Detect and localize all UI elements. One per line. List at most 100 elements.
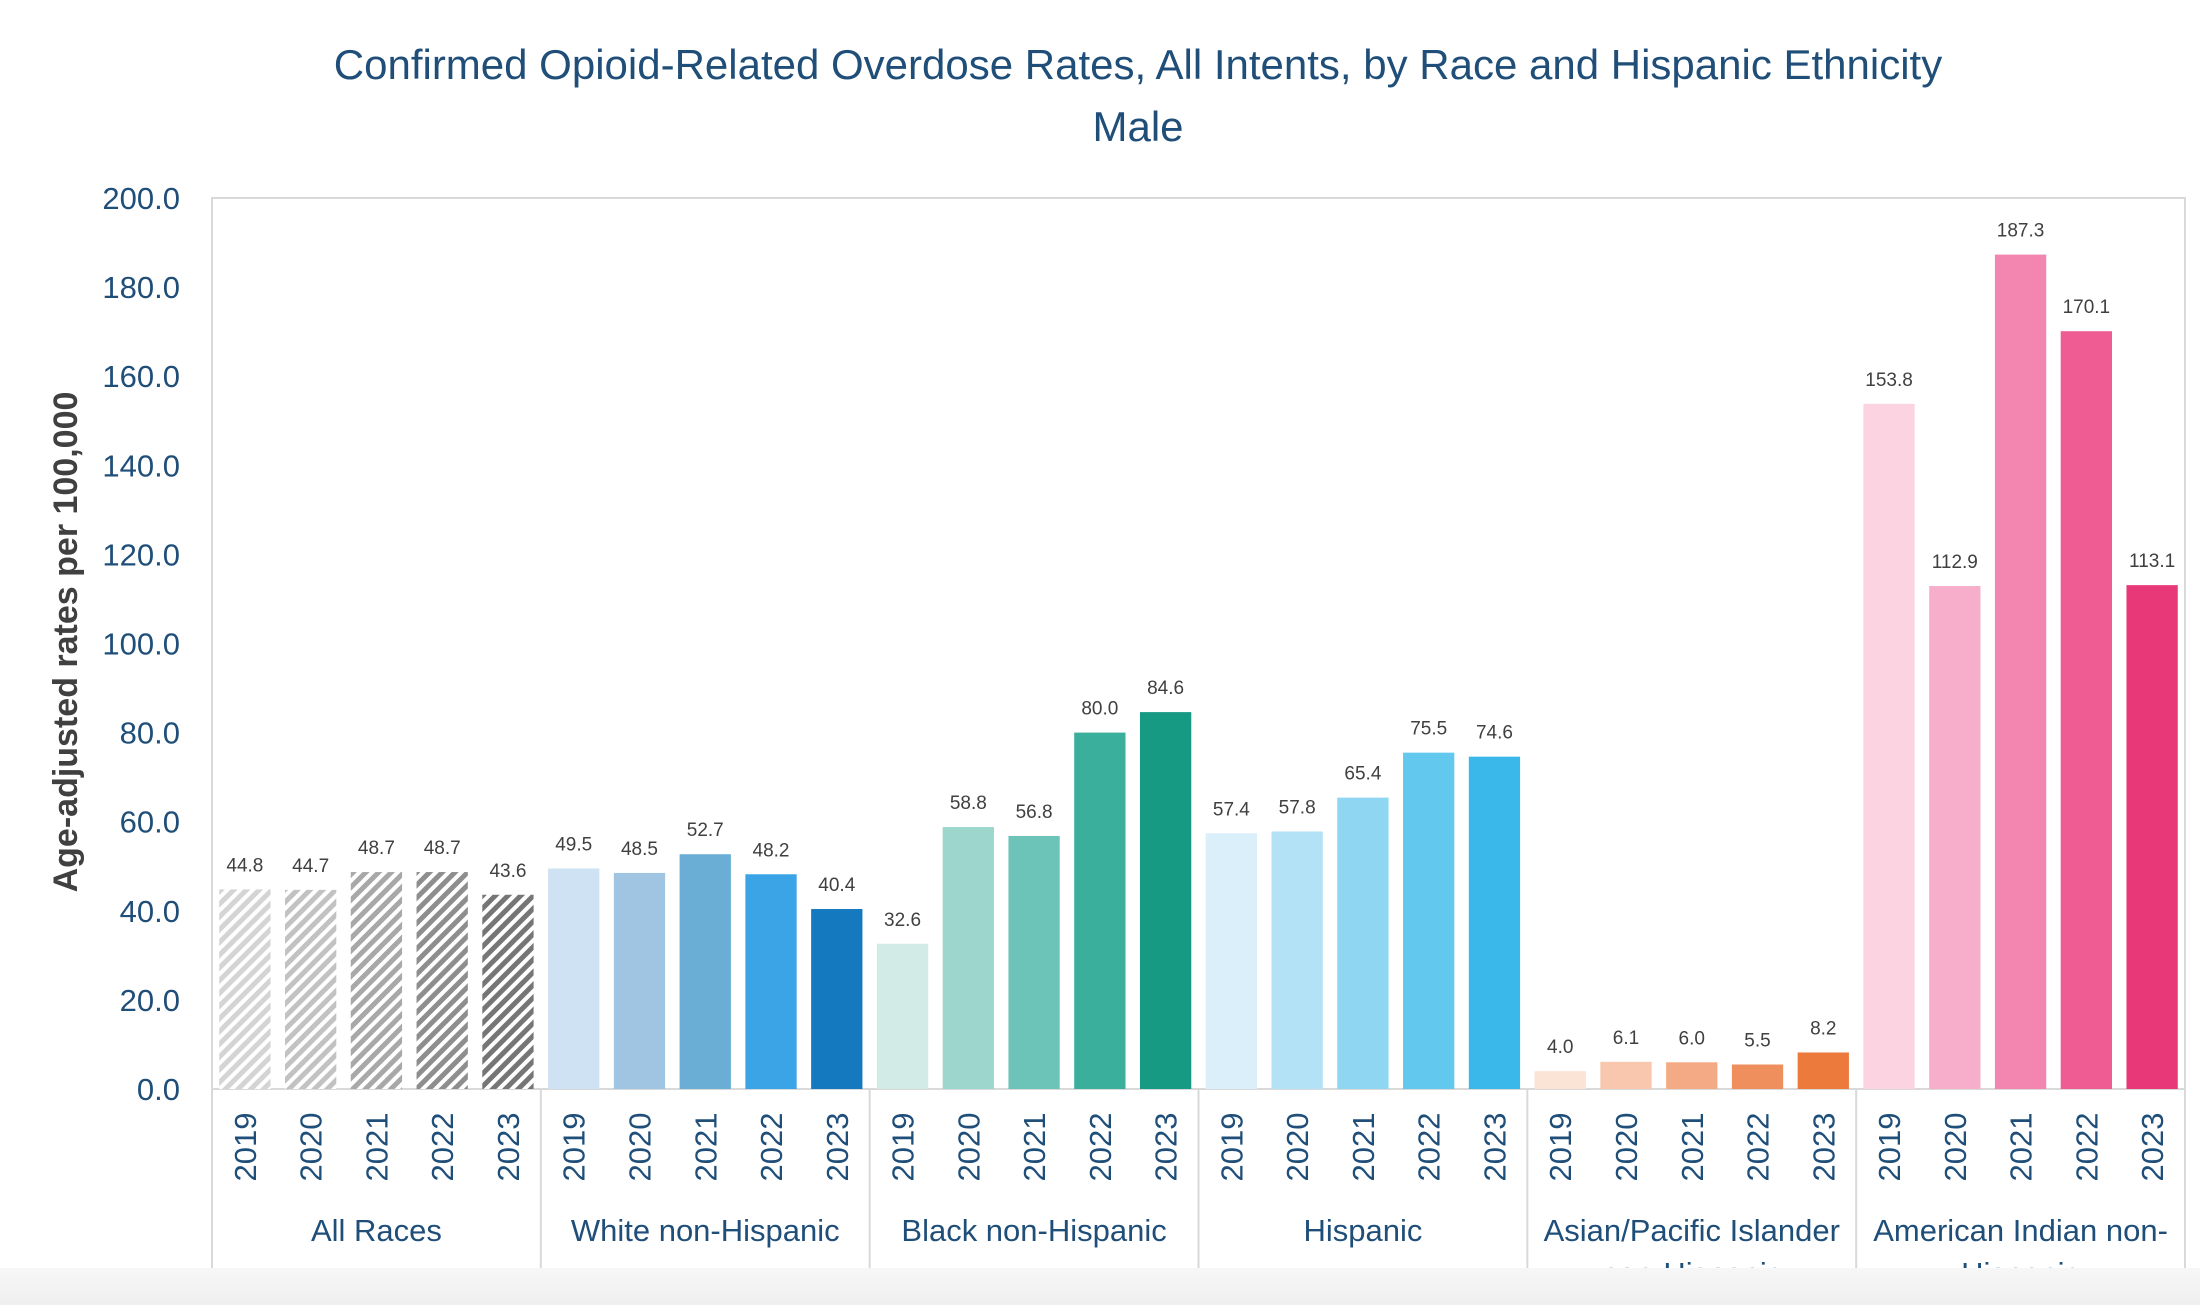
data-label: 43.6 — [489, 861, 526, 882]
data-label: 80.0 — [1081, 699, 1118, 720]
data-label: 44.8 — [226, 855, 263, 876]
bar — [811, 909, 863, 1089]
x-tick-label: 2023 — [2135, 1113, 2170, 1182]
y-tick-label: 0.0 — [137, 1072, 180, 1107]
bar — [2060, 331, 2112, 1090]
bar — [1534, 1071, 1586, 1089]
data-label: 48.5 — [621, 839, 658, 860]
category-group-label: Hispanic — [1303, 1213, 1422, 1248]
data-label: 48.7 — [358, 838, 395, 859]
data-label: 57.8 — [1279, 798, 1316, 819]
bar — [1994, 254, 2047, 1090]
x-tick-label: 2020 — [294, 1113, 329, 1182]
bar — [350, 872, 403, 1089]
bar — [482, 894, 534, 1089]
bar — [942, 827, 994, 1089]
bar — [1600, 1061, 1652, 1089]
data-label: 40.4 — [818, 875, 855, 896]
chart-title: Confirmed Opioid-Related Overdose Rates,… — [334, 41, 1942, 88]
bar — [2126, 585, 2178, 1089]
x-tick-label: 2020 — [1280, 1113, 1315, 1182]
x-tick-label: 2021 — [359, 1113, 394, 1182]
data-label: 48.2 — [753, 840, 790, 861]
data-label: 5.5 — [1744, 1030, 1770, 1051]
bar — [1205, 833, 1258, 1089]
x-tick-label: 2022 — [2069, 1113, 2104, 1182]
x-tick-label: 2022 — [1412, 1113, 1447, 1182]
data-label: 6.0 — [1679, 1028, 1705, 1049]
x-tick-label: 2022 — [425, 1113, 460, 1182]
bar — [1403, 752, 1455, 1089]
y-tick-label: 20.0 — [120, 983, 180, 1018]
y-tick-label: 200.0 — [102, 181, 180, 216]
bar — [876, 943, 929, 1089]
y-tick-label: 40.0 — [120, 894, 180, 929]
bar — [1337, 797, 1389, 1089]
bar — [1863, 403, 1915, 1089]
bar — [1139, 712, 1192, 1089]
bar — [1666, 1062, 1718, 1089]
category-group-label: American Indian non- — [1873, 1213, 2168, 1248]
data-label: 112.9 — [1932, 552, 1978, 573]
x-tick-label: 2022 — [1741, 1113, 1776, 1182]
x-tick-label: 2023 — [1149, 1113, 1184, 1182]
bar — [548, 868, 600, 1089]
category-group-label: All Races — [311, 1213, 442, 1248]
x-tick-label: 2019 — [228, 1113, 263, 1182]
y-tick-label: 60.0 — [120, 805, 180, 840]
bar — [1271, 831, 1323, 1089]
category-group-label: White non-Hispanic — [571, 1213, 840, 1248]
x-tick-label: 2019 — [1214, 1113, 1249, 1182]
data-label: 75.5 — [1410, 719, 1447, 740]
y-tick-label: 80.0 — [120, 716, 180, 751]
x-tick-label: 2023 — [1806, 1113, 1841, 1182]
data-label: 187.3 — [1997, 221, 2045, 242]
x-tick-label: 2019 — [886, 1113, 921, 1182]
bar — [219, 889, 271, 1089]
bar — [613, 872, 666, 1089]
bar — [1731, 1064, 1784, 1089]
x-tick-label: 2021 — [1017, 1113, 1052, 1182]
x-tick-label: 2023 — [491, 1113, 526, 1182]
bar — [416, 872, 468, 1089]
category-group-label: Asian/Pacific Islander — [1544, 1213, 1840, 1248]
data-label: 44.7 — [292, 856, 329, 877]
bar — [1468, 756, 1521, 1089]
bar — [1929, 586, 1981, 1089]
x-tick-label: 2020 — [1938, 1113, 1973, 1182]
y-tick-label: 100.0 — [102, 627, 180, 662]
data-label: 4.0 — [1547, 1037, 1573, 1058]
x-tick-label: 2021 — [688, 1113, 723, 1182]
y-axis-label: Age-adjusted rates per 100,000 — [47, 392, 85, 893]
x-tick-label: 2023 — [1477, 1113, 1512, 1182]
data-label: 113.1 — [2129, 551, 2175, 572]
bar — [1074, 732, 1126, 1089]
data-label: 170.1 — [2063, 297, 2111, 318]
data-label: 32.6 — [884, 910, 921, 931]
data-label: 57.4 — [1213, 799, 1250, 820]
y-tick-label: 120.0 — [102, 537, 180, 572]
data-label: 84.6 — [1147, 678, 1184, 699]
data-label: 153.8 — [1865, 370, 1913, 391]
x-tick-label: 2023 — [820, 1113, 855, 1182]
data-label: 65.4 — [1344, 764, 1381, 785]
x-tick-label: 2022 — [754, 1113, 789, 1182]
chart-subtitle: Male — [1092, 103, 1183, 150]
x-tick-label: 2021 — [2004, 1113, 2039, 1182]
bar — [1797, 1052, 1849, 1089]
data-label: 6.1 — [1613, 1028, 1639, 1049]
x-tick-label: 2019 — [1872, 1113, 1907, 1182]
y-tick-label: 140.0 — [102, 448, 180, 483]
y-tick-label: 180.0 — [102, 270, 180, 305]
bar — [285, 889, 337, 1089]
bottom-fade — [0, 1268, 2200, 1305]
y-tick-label: 160.0 — [102, 359, 180, 394]
data-label: 56.8 — [1016, 802, 1053, 823]
bar — [679, 854, 731, 1089]
x-tick-label: 2021 — [1675, 1113, 1710, 1182]
x-tick-label: 2019 — [1543, 1113, 1578, 1182]
data-label: 8.2 — [1810, 1018, 1836, 1039]
category-group-label: Black non-Hispanic — [901, 1213, 1166, 1248]
